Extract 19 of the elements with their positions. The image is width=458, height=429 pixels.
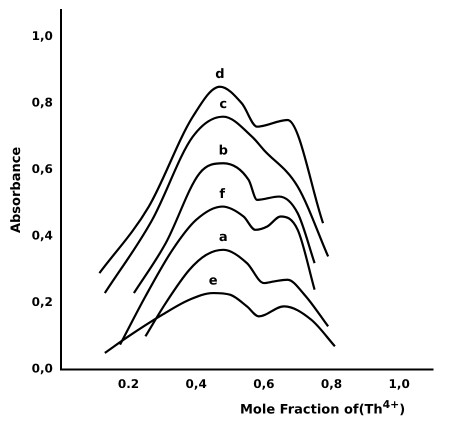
x-tick-label: 0,6 — [253, 376, 274, 391]
series-label: c — [219, 97, 228, 112]
y-tick-label: 0,8 — [32, 96, 53, 110]
y-tick-label: 0,0 — [32, 362, 53, 376]
x-tick-label: 0.2 — [118, 376, 140, 391]
x-tick-label: 1,0 — [388, 376, 410, 391]
series-label: a — [218, 230, 228, 246]
y-tick-label: 0,6 — [32, 162, 53, 176]
series-label: e — [208, 273, 218, 288]
x-axis-title: Mole Fraction of(Th$^{4+}$) — [240, 398, 406, 418]
series-label: f — [219, 186, 226, 202]
series-label: d — [215, 67, 225, 82]
y-tick-label: 1,0 — [32, 28, 53, 43]
series-label: b — [218, 144, 228, 159]
x-tick-label: 0,8 — [320, 376, 342, 391]
y-axis-title: Absorbance — [9, 146, 24, 234]
x-tick-label: 0,4 — [186, 376, 207, 391]
y-tick-label: 0,4 — [32, 228, 53, 243]
y-tick-label: 0,2 — [32, 295, 53, 310]
